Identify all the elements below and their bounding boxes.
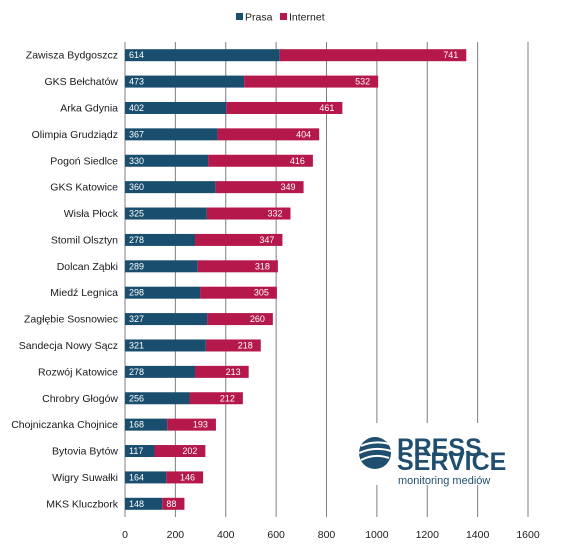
data-label-prasa: 148 [129, 499, 144, 509]
category-label: MKS Kluczbork [46, 498, 119, 510]
data-label-prasa: 402 [129, 103, 144, 113]
data-label-internet: 416 [290, 156, 305, 166]
data-label-internet: 332 [267, 209, 282, 219]
logo-globe-icon [359, 437, 391, 469]
data-label-internet: 349 [281, 182, 296, 192]
category-label: Chojniczanka Chojnice [11, 419, 118, 431]
bar-prasa [125, 49, 280, 61]
x-tick-label: 1400 [466, 529, 490, 541]
data-label-internet: 305 [254, 288, 269, 298]
category-label: Zawisza Bydgoszcz [26, 50, 118, 62]
category-label: GKS Katowice [50, 182, 118, 194]
data-label-prasa: 164 [129, 472, 144, 482]
data-label-prasa: 327 [129, 314, 144, 324]
data-label-prasa: 473 [129, 77, 144, 87]
category-label: Dolcan Ząbki [57, 261, 118, 273]
category-label: Sandecja Nowy Sącz [19, 340, 118, 352]
data-label-internet: 212 [220, 393, 235, 403]
data-label-internet: 461 [319, 103, 334, 113]
category-labels: Zawisza Bydgoszcz GKS Bełchatów Arka Gdyni… [11, 50, 119, 511]
data-label-internet: 202 [182, 446, 197, 456]
legend-swatch-prasa [236, 13, 243, 20]
data-label-prasa: 298 [129, 288, 144, 298]
data-label-internet: 260 [250, 314, 265, 324]
legend-label-prasa: Prasa [245, 12, 273, 24]
category-label: Wigry Suwałki [52, 472, 118, 484]
data-label-internet: 318 [255, 261, 270, 271]
press-service-logo: PRESS SERVICE monitoring mediów [350, 423, 510, 487]
bar-internet [280, 49, 467, 61]
x-tick-label: 200 [167, 529, 185, 541]
data-label-prasa: 360 [129, 182, 144, 192]
data-label-prasa: 117 [129, 446, 143, 456]
data-label-prasa: 256 [129, 393, 144, 403]
bar-internet [154, 445, 205, 457]
category-label: Wisła Płock [64, 208, 119, 220]
data-label-prasa: 614 [129, 50, 144, 60]
x-tick-label: 0 [122, 529, 128, 541]
category-label: Pogoń Siedlce [50, 155, 118, 167]
data-label-internet: 146 [180, 472, 195, 482]
data-label-prasa: 321 [129, 340, 144, 350]
x-tick-label: 1000 [365, 529, 389, 541]
legend-label-internet: Internet [289, 12, 325, 24]
category-label: Rozwój Katowice [38, 366, 118, 378]
x-axis-ticks: 0 200 400 600 800 1000 1200 1400 1600 [122, 529, 540, 541]
data-label-internet: 532 [355, 77, 370, 87]
data-label-prasa: 325 [129, 209, 144, 219]
data-label-prasa: 289 [129, 261, 144, 271]
data-label-internet: 347 [259, 235, 274, 245]
data-label-prasa: 278 [129, 235, 144, 245]
category-label: Stomil Olsztyn [51, 234, 118, 246]
legend-swatch-internet [280, 13, 287, 20]
data-label-internet: 218 [238, 340, 253, 350]
x-tick-label: 400 [217, 529, 235, 541]
data-label-prasa: 330 [129, 156, 144, 166]
logo-tagline: monitoring mediów [398, 475, 490, 487]
data-label-prasa: 367 [129, 129, 144, 139]
category-label: Chrobry Głogów [42, 393, 118, 405]
x-tick-label: 800 [318, 529, 336, 541]
category-label: GKS Bełchatów [44, 76, 118, 88]
category-label: Olimpia Grudziądz [32, 129, 118, 141]
data-label-internet: 88 [166, 499, 176, 509]
category-label: Bytovia Bytów [52, 446, 118, 458]
data-label-prasa: 168 [129, 420, 144, 430]
category-label: Miedź Legnica [50, 287, 118, 299]
data-label-internet: 741 [443, 50, 458, 60]
data-label-prasa: 278 [129, 367, 144, 377]
logo-line-2: SERVICE [397, 448, 506, 476]
data-label-internet: 193 [193, 420, 208, 430]
legend: Prasa Internet [236, 12, 325, 24]
bar-internet [167, 419, 216, 431]
category-label: Arka Gdynia [60, 102, 118, 114]
x-tick-label: 600 [267, 529, 285, 541]
data-label-internet: 213 [226, 367, 241, 377]
x-tick-label: 1600 [516, 529, 540, 541]
data-label-internet: 404 [296, 129, 311, 139]
x-tick-label: 1200 [416, 529, 440, 541]
category-label: Zagłębie Sosnowiec [24, 314, 118, 326]
